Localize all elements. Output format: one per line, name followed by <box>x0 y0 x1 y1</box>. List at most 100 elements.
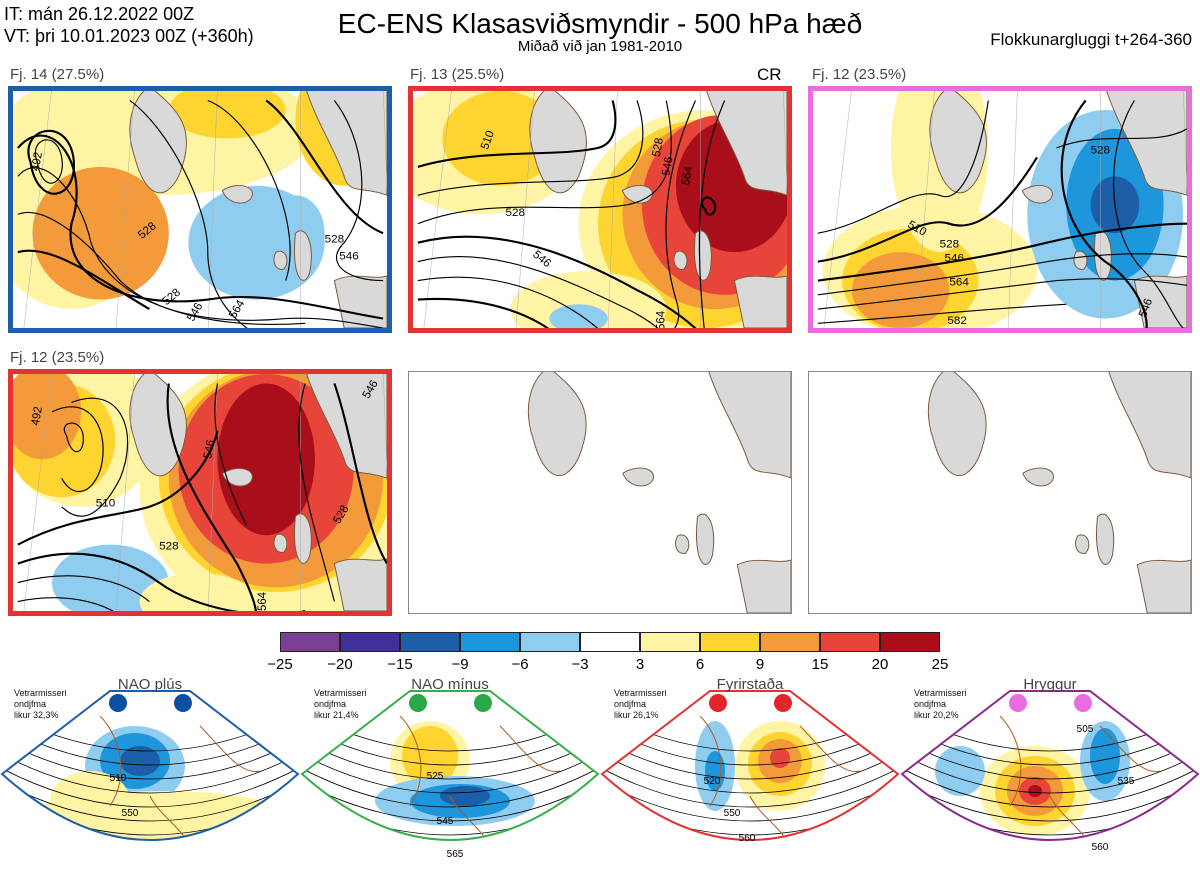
contour-label: 564 <box>227 298 248 321</box>
height-contour <box>17 134 384 320</box>
panel-label-2: Fj. 13 (25.5%) <box>410 66 505 83</box>
regime-frame <box>900 690 1200 841</box>
regime-frame <box>0 690 300 841</box>
height-contour <box>1060 99 1148 328</box>
contour-label: 564 <box>257 591 269 611</box>
regime-meta-line: likur 26,1% <box>614 710 659 720</box>
regime-nao-minus: 525 545 565 NAO mínus Vetrarmisseri ondjfma li… <box>300 676 600 871</box>
regime-contour <box>902 775 1198 822</box>
anomaly-area <box>442 91 560 186</box>
regime-ridge: 505 535 560 Hryggur Vetrarmisseri ondjfma liku… <box>900 676 1200 871</box>
regime-contour <box>902 733 1198 780</box>
regime-contour-label: 505 <box>1077 724 1094 735</box>
regime-meta-line: Vetrarmisseri <box>914 688 967 698</box>
regime-dot <box>174 694 192 712</box>
regime-contour <box>602 761 898 808</box>
graticule-line <box>915 91 935 328</box>
cluster-map-3: 510 528 546 564 582 528 546 <box>808 86 1192 333</box>
init-valid-times: IT: mán 26.12.2022 00Z VT: þri 10.01.202… <box>4 3 254 47</box>
regime-contour <box>302 761 598 808</box>
regime-contour-label: 550 <box>122 808 139 819</box>
regime-dot <box>774 694 792 712</box>
anomaly-area <box>139 573 257 611</box>
contour-label: 492 <box>30 406 45 427</box>
regime-contour <box>302 775 598 822</box>
regime-meta-line: Vetrarmisseri <box>14 688 67 698</box>
regime-contour-label: 545 <box>437 816 454 827</box>
colorbar-tick: 6 <box>695 656 705 673</box>
contour-label: 528 <box>651 137 666 158</box>
colorbar-tick: 9 <box>755 656 765 673</box>
regime-nao-plus: 510 550 NAO plús Vetrarmisseri ondjfma likur … <box>0 676 300 871</box>
contour-label: 546 <box>185 301 205 323</box>
height-contour <box>417 235 697 328</box>
contour-label: 564 <box>949 276 969 288</box>
regime-anomaly-area <box>1090 728 1120 784</box>
colorbar-tick: 3 <box>635 656 645 673</box>
regime-dot <box>109 694 127 712</box>
regime-title: Hryggur <box>1023 676 1077 693</box>
height-contour <box>1112 100 1184 328</box>
anomaly-area <box>168 91 286 139</box>
regime-contour <box>2 747 298 794</box>
regime-map: 525 545 565 <box>300 690 600 860</box>
cluster-map-1: 492 528 528 546 528 546 564 <box>8 86 392 333</box>
height-contour <box>333 100 384 282</box>
graticule-line <box>115 91 135 328</box>
colorbar-cell <box>340 632 400 652</box>
classification-window: Flokkunargluggi t+264-360 <box>990 30 1192 49</box>
cluster-map-2: 510 528 546 528 546 564 564 <box>408 86 792 333</box>
contour-label: 564 <box>655 310 667 328</box>
height-contour <box>817 278 1187 310</box>
height-contour <box>1056 128 1187 149</box>
height-contour <box>417 255 659 328</box>
panel-label-1: Fj. 14 (27.5%) <box>10 66 105 83</box>
regime-meta: Vetrarmisseri ondjfma likur 20,2% <box>914 688 967 721</box>
regime-frame <box>600 690 900 841</box>
regime-contour <box>602 733 898 780</box>
height-contour <box>417 276 599 328</box>
regime-meta-line: likur 32,3% <box>14 710 59 720</box>
height-contour <box>417 297 550 328</box>
regime-contour <box>902 761 1198 808</box>
colorbar-tick: −3 <box>571 656 589 673</box>
contour-label: 546 <box>339 251 358 263</box>
colorbar-tick: −25 <box>267 656 293 673</box>
regime-contour-label: 560 <box>739 833 756 844</box>
colorbar-cell <box>400 632 460 652</box>
colorbar-tick: −15 <box>387 656 413 673</box>
regime-contour <box>602 775 898 822</box>
regime-dot <box>1074 694 1092 712</box>
contour-label: 492 <box>30 151 45 172</box>
anomaly-area <box>13 374 82 460</box>
height-contour <box>17 167 384 328</box>
graticule-line <box>383 374 387 477</box>
height-contour <box>129 100 248 328</box>
contour-label: 528 <box>1091 145 1110 157</box>
regime-blocking: 520 550 560 Fyrirstaða Vetrarmisseri ondjfma l… <box>600 676 900 871</box>
height-contour <box>166 383 257 611</box>
regime-anomaly-area <box>770 748 790 768</box>
regime-meta-line: ondjfma <box>314 699 347 709</box>
regime-contour <box>602 747 898 794</box>
regime-meta: Vetrarmisseri ondjfma likur 32,3% <box>14 688 67 721</box>
regime-dot <box>474 694 492 712</box>
regime-contour-label: 550 <box>724 808 741 819</box>
regime-contour <box>902 747 1198 794</box>
height-contour <box>417 100 672 225</box>
chart-subtitle: Miðað við jan 1981-2010 <box>517 38 683 55</box>
colorbar-cell <box>520 632 580 652</box>
contour-label: 528 <box>325 234 344 246</box>
height-contour <box>34 139 63 184</box>
panel-label-3: Fj. 12 (23.5%) <box>812 66 907 83</box>
height-contour <box>214 383 248 526</box>
height-contour <box>333 383 387 565</box>
empty-map-svg <box>527 372 791 613</box>
regime-meta: Vetrarmisseri ondjfma likur 26,1% <box>614 688 667 721</box>
graticule-line <box>423 91 452 328</box>
regime-contour-label: 520 <box>704 776 721 787</box>
contour-label: 546 <box>202 439 217 460</box>
graticule-line <box>783 91 787 194</box>
